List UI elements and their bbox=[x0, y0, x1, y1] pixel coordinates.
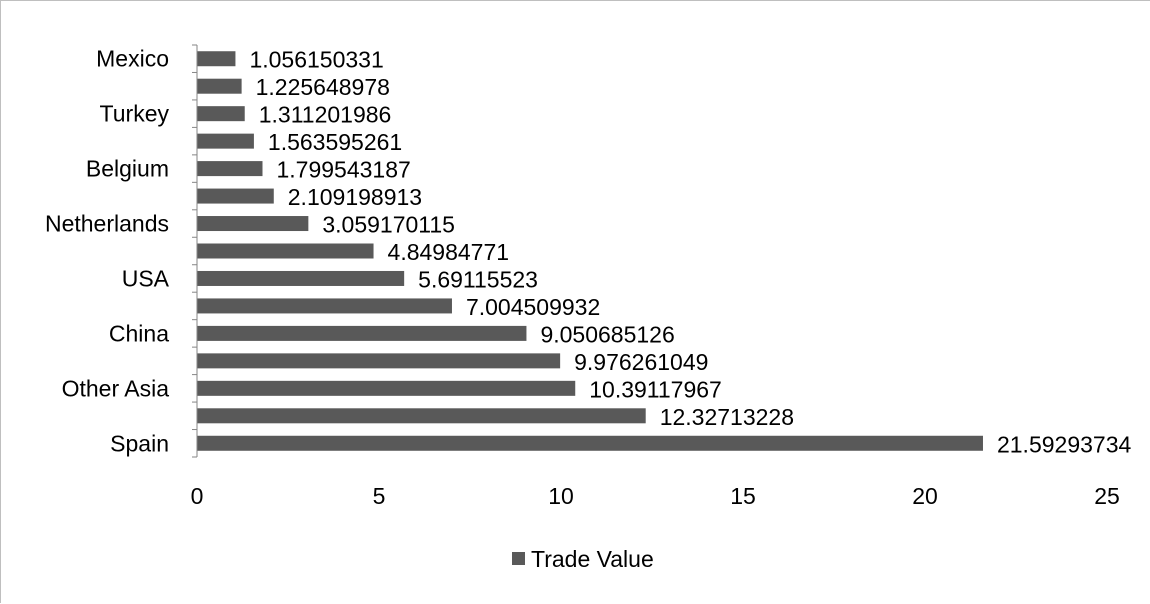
data-label: 7.004509932 bbox=[466, 294, 600, 320]
bars-layer bbox=[197, 51, 983, 451]
x-tick-label: 5 bbox=[373, 483, 386, 509]
axis-layer bbox=[192, 44, 198, 458]
bar bbox=[197, 380, 576, 396]
data-label: 5.69115523 bbox=[418, 266, 538, 292]
data-label: 9.050685126 bbox=[540, 321, 674, 347]
data-label: 2.109198913 bbox=[288, 184, 422, 210]
legend-label: Trade Value bbox=[531, 546, 654, 572]
data-label: 21.59293734 bbox=[997, 431, 1132, 457]
x-tick-label: 10 bbox=[548, 483, 574, 509]
data-label: 9.976261049 bbox=[574, 349, 708, 375]
category-label: Turkey bbox=[100, 101, 170, 127]
bar bbox=[197, 270, 405, 286]
bar bbox=[197, 188, 274, 204]
x-tick-label: 20 bbox=[912, 483, 938, 509]
data-label: 10.39117967 bbox=[589, 376, 722, 402]
data-label: 3.059170115 bbox=[322, 212, 455, 238]
bar bbox=[197, 133, 254, 149]
data-label: 4.84984771 bbox=[388, 239, 510, 265]
data-label: 1.056150331 bbox=[249, 47, 383, 73]
bar bbox=[197, 298, 452, 314]
bar bbox=[197, 353, 561, 369]
category-label: USA bbox=[122, 265, 170, 291]
bar bbox=[197, 243, 374, 259]
bar bbox=[197, 161, 263, 177]
x-tick-label: 25 bbox=[1094, 483, 1120, 509]
data-label: 1.563595261 bbox=[268, 129, 402, 155]
bar bbox=[197, 435, 983, 451]
bar bbox=[197, 78, 242, 94]
bar bbox=[197, 325, 527, 341]
bar bbox=[197, 408, 646, 424]
bar bbox=[197, 216, 309, 232]
legend-swatch bbox=[512, 552, 525, 565]
bar bbox=[197, 106, 245, 122]
category-label: Belgium bbox=[86, 156, 169, 182]
category-label: Mexico bbox=[96, 46, 169, 72]
bar bbox=[197, 51, 236, 67]
x-tick-label: 15 bbox=[730, 483, 756, 509]
category-label: China bbox=[109, 320, 169, 346]
category-label: Spain bbox=[110, 430, 169, 456]
category-label: Other Asia bbox=[62, 375, 170, 401]
x-tick-label: 0 bbox=[191, 483, 204, 509]
data-label: 1.225648978 bbox=[256, 74, 390, 100]
data-label: 12.32713228 bbox=[660, 404, 794, 430]
data-label: 1.799543187 bbox=[277, 157, 411, 183]
data-label: 1.311201986 bbox=[259, 102, 392, 128]
legend: Trade Value bbox=[512, 546, 654, 572]
category-label: Netherlands bbox=[45, 211, 169, 237]
